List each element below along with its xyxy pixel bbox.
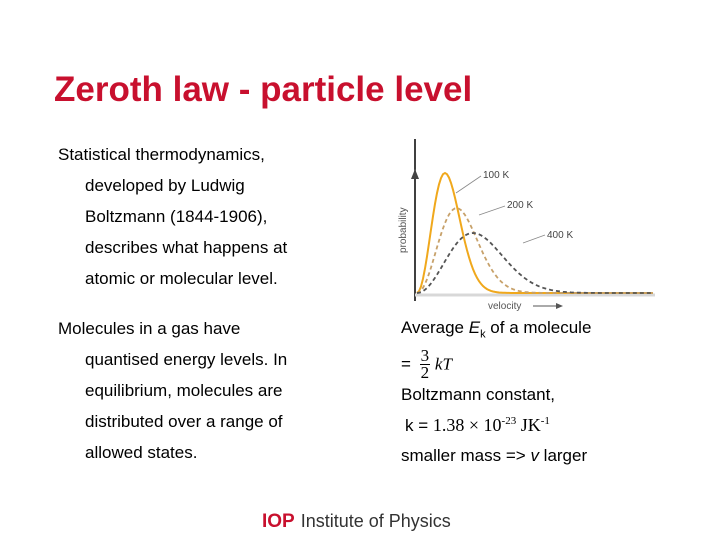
average-energy-line: Average Ek of a molecule bbox=[401, 318, 701, 344]
energy-subscript: k bbox=[480, 328, 486, 341]
boltzmann-constant-value: k = 1.38 × 10-23 JK-1 bbox=[401, 411, 701, 436]
x-axis-arrow bbox=[556, 303, 563, 309]
y-axis-arrow bbox=[411, 169, 419, 179]
boltzmann-constant-label: Boltzmann constant, bbox=[401, 385, 556, 405]
x-axis-label: velocity bbox=[488, 301, 521, 312]
k-equals: k = bbox=[405, 416, 429, 436]
distribution-curves bbox=[416, 171, 653, 294]
footer-branding: IOP Institute of Physics bbox=[262, 511, 451, 533]
series-label-400k: 400 K bbox=[547, 230, 573, 241]
intro-line: Statistical thermodynamics, bbox=[58, 145, 265, 164]
intro-line: Boltzmann (1844-1906), bbox=[85, 207, 268, 226]
molecules-line: equilibrium, molecules are bbox=[85, 381, 283, 400]
chart-svg: probability velocity 100 K 200 K 400 K bbox=[398, 139, 655, 312]
molecules-line: Molecules in a gas have bbox=[58, 319, 241, 338]
molecules-line: quantised energy levels. In bbox=[85, 350, 288, 369]
intro-line: atomic or molecular level. bbox=[85, 269, 278, 288]
k-exponent: -23 bbox=[501, 415, 517, 428]
average-label: Average bbox=[401, 318, 469, 337]
series-label-200k: 200 K bbox=[507, 200, 533, 211]
of-a-molecule-label: of a molecule bbox=[485, 318, 592, 337]
label-leader-400k bbox=[522, 234, 546, 244]
mass-label: smaller mass => bbox=[401, 446, 531, 466]
intro-line: describes what happens at bbox=[85, 238, 288, 257]
curve-100k bbox=[416, 171, 653, 294]
average-energy-formula: = 3 2 kT bbox=[401, 346, 701, 383]
right-column: Average Ek of a molecule = 3 2 kT Boltzm… bbox=[401, 318, 701, 466]
fraction-denominator: 2 bbox=[420, 363, 430, 383]
three-halves-fraction: 3 2 bbox=[419, 346, 431, 383]
velocity-symbol: v bbox=[530, 446, 539, 466]
mass-velocity-line: smaller mass => v larger bbox=[401, 446, 701, 466]
fraction-numerator: 3 bbox=[419, 346, 431, 366]
y-axis-label: probability bbox=[398, 207, 409, 253]
label-leader-200k bbox=[478, 205, 506, 216]
intro-line: developed by Ludwig bbox=[85, 176, 245, 195]
energy-symbol: E bbox=[468, 318, 481, 337]
k-unit: JK bbox=[516, 415, 541, 436]
iop-logo: IOP bbox=[262, 511, 295, 532]
molecules-line: allowed states. bbox=[85, 443, 198, 462]
larger-label: larger bbox=[538, 446, 588, 466]
k-unit-exponent: -1 bbox=[540, 415, 550, 428]
k-constant: 1.38 × 10-23 JK-1 bbox=[433, 415, 550, 435]
intro-paragraph: Statistical thermodynamics, developed by… bbox=[58, 139, 398, 294]
institute-name: Institute of Physics bbox=[300, 511, 451, 531]
kT-term: kT bbox=[434, 354, 452, 374]
curve-400k bbox=[416, 232, 653, 294]
series-label-100k: 100 K bbox=[483, 170, 509, 181]
equals-sign: = bbox=[401, 354, 411, 374]
molecules-line: distributed over a range of bbox=[85, 412, 283, 431]
page-title: Zeroth law - particle level bbox=[54, 70, 473, 109]
k-mantissa: 1.38 × 10 bbox=[432, 415, 502, 436]
label-leader-100k bbox=[455, 175, 482, 194]
curve-200k bbox=[416, 207, 653, 294]
boltzmann-distribution-chart: probability velocity 100 K 200 K 400 K bbox=[393, 133, 655, 313]
molecules-paragraph: Molecules in a gas have quantised energy… bbox=[58, 313, 378, 468]
